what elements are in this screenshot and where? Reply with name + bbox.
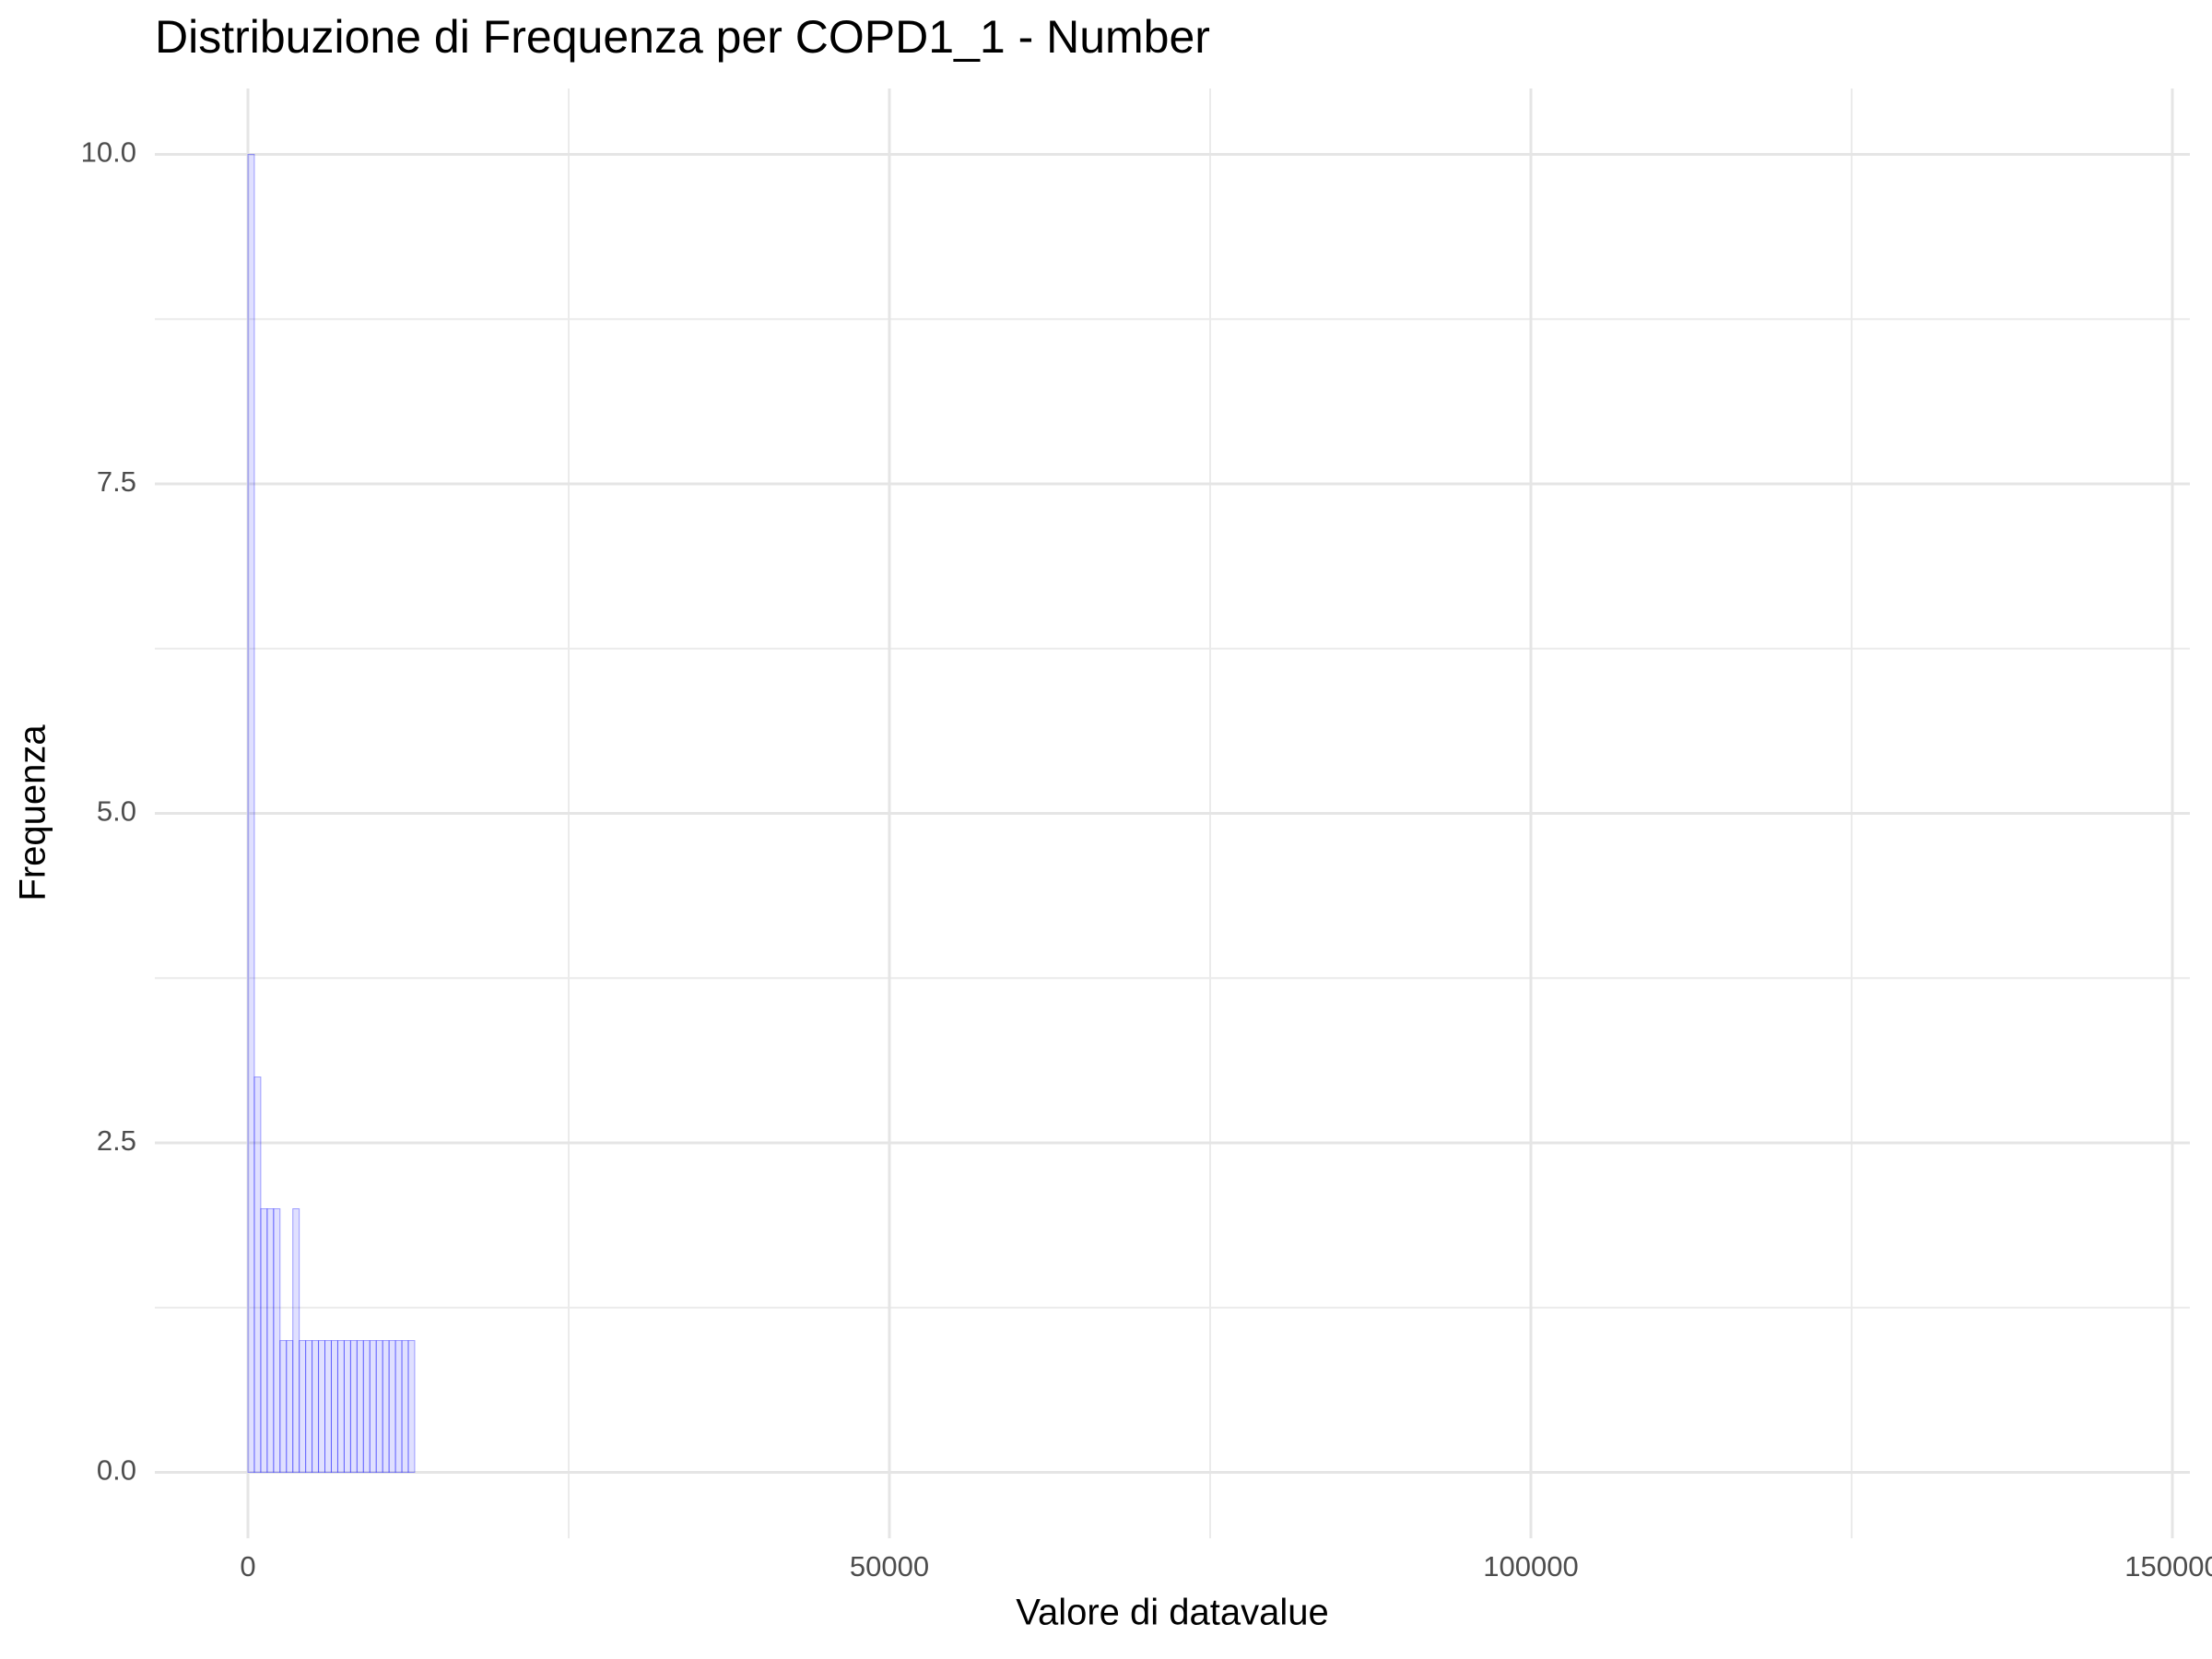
bar — [266, 1208, 275, 1473]
bar — [382, 1340, 390, 1473]
y-tick-label: 10.0 — [81, 136, 136, 169]
chart-title: Distribuzione di Frequenza per COPD1_1 -… — [155, 11, 1210, 63]
bar — [253, 1077, 262, 1473]
bar — [324, 1340, 332, 1473]
y-axis-title: Frequenza — [13, 724, 53, 901]
bar — [375, 1340, 383, 1473]
bar — [394, 1340, 403, 1473]
bar — [299, 1340, 307, 1473]
bar — [286, 1340, 294, 1473]
bar — [260, 1208, 268, 1473]
y-tick-label: 7.5 — [97, 465, 136, 498]
bar — [247, 154, 255, 1473]
x-tick-label: 150000 — [2124, 1550, 2212, 1583]
bar — [318, 1340, 326, 1473]
bar — [312, 1340, 320, 1473]
y-tick-label: 2.5 — [97, 1124, 136, 1157]
bar — [343, 1340, 351, 1473]
bar — [388, 1340, 396, 1473]
bar — [349, 1340, 358, 1473]
bar — [279, 1340, 288, 1473]
y-tick-label: 0.0 — [97, 1454, 136, 1487]
bar — [292, 1208, 300, 1473]
bar — [407, 1340, 416, 1473]
bar — [330, 1340, 338, 1473]
y-tick-label: 5.0 — [97, 795, 136, 828]
x-tick-label: 100000 — [1483, 1550, 1578, 1583]
bar — [273, 1208, 281, 1473]
bar — [362, 1340, 371, 1473]
x-tick-label: 0 — [240, 1550, 255, 1583]
bar — [336, 1340, 345, 1473]
x-axis-title: Valore di datavalue — [1016, 1593, 1329, 1633]
bar — [401, 1340, 409, 1473]
bar — [356, 1340, 364, 1473]
x-tick-label: 50000 — [850, 1550, 929, 1583]
bar — [305, 1340, 313, 1473]
bar — [369, 1340, 377, 1473]
